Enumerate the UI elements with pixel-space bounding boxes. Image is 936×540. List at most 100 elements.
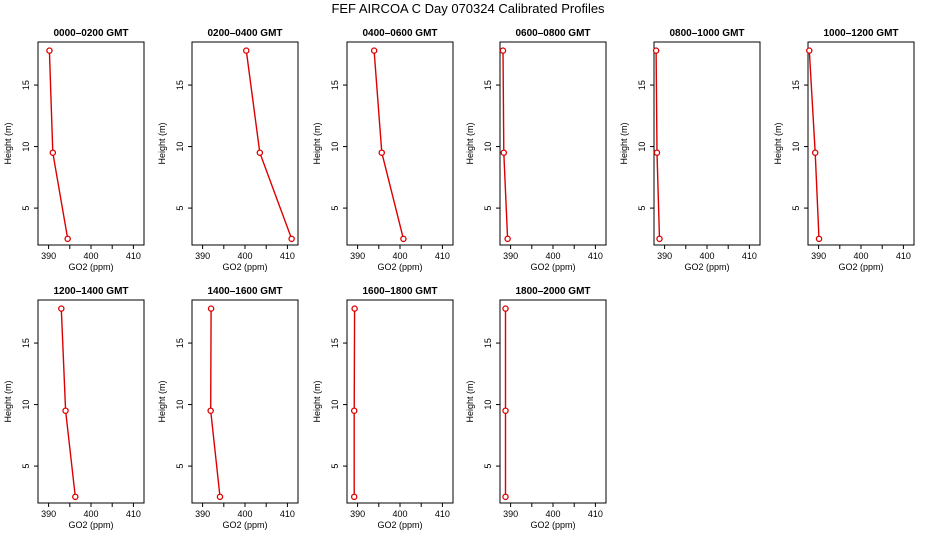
x-tick-label: 400 <box>237 251 252 261</box>
profile-panel: 0400–0600 GMT 390 400 410 5 10 15 GO2 (ppm) Heig… <box>312 28 454 272</box>
panel-title: 1000–1200 GMT <box>823 28 898 39</box>
x-axis-label: GO2 (ppm) <box>530 262 575 272</box>
profile-point <box>502 407 509 414</box>
profile-point <box>653 149 661 156</box>
x-tick-label: 390 <box>503 251 518 261</box>
x-tick-label: 390 <box>41 251 56 261</box>
panel-grid: 0000–0200 GMT 390 400 410 5 10 15 GO2 (ppm) Heig… <box>3 28 915 530</box>
x-axis-label: GO2 (ppm) <box>377 262 422 272</box>
profile-point <box>243 47 250 54</box>
profile-line <box>808 50 820 239</box>
profile-point <box>62 407 69 414</box>
y-tick-label: 15 <box>175 338 185 348</box>
profile-panel: 1600–1800 GMT 390 400 410 5 10 15 GO2 (ppm) Heig… <box>312 286 454 530</box>
x-axis-label: GO2 (ppm) <box>838 262 883 272</box>
x-tick-label: 400 <box>237 509 252 519</box>
profile-point <box>72 493 79 501</box>
profile-point <box>49 149 57 156</box>
y-axis-label: Height (m) <box>312 122 322 164</box>
x-tick-label: 400 <box>545 509 560 519</box>
x-tick-label: 390 <box>657 251 672 261</box>
y-tick-label: 15 <box>175 80 185 90</box>
plot-frame <box>499 299 607 504</box>
profile-line <box>655 50 661 239</box>
y-tick-label: 15 <box>637 80 647 90</box>
plot-frame <box>37 41 145 246</box>
profile-point <box>652 47 660 54</box>
plot-frame <box>37 299 145 504</box>
y-tick-label: 10 <box>483 400 493 410</box>
profile-point <box>504 235 511 243</box>
profile-point <box>64 235 71 243</box>
profile-panel: 0200–0400 GMT 390 400 410 5 10 15 GO2 (ppm) Heig… <box>157 28 299 272</box>
y-tick-label: 10 <box>175 400 185 410</box>
profile-point <box>400 235 407 243</box>
x-tick-label: 410 <box>280 509 295 519</box>
y-axis-label: Height (m) <box>157 122 167 164</box>
x-tick-label: 400 <box>83 251 98 261</box>
profile-line <box>373 50 405 239</box>
x-tick-label: 410 <box>126 251 141 261</box>
profile-point <box>811 149 819 156</box>
y-axis-label: Height (m) <box>312 380 322 422</box>
y-tick-label: 15 <box>21 338 31 348</box>
profile-panel: 0000–0200 GMT 390 400 410 5 10 15 GO2 (ppm) Heig… <box>3 28 145 272</box>
y-tick-label: 5 <box>330 206 340 211</box>
profile-point <box>502 493 509 501</box>
x-tick-label: 400 <box>83 509 98 519</box>
x-tick-label: 390 <box>41 509 56 519</box>
y-axis-label: Height (m) <box>3 122 13 164</box>
x-tick-label: 410 <box>588 509 603 519</box>
y-tick-label: 5 <box>330 464 340 469</box>
y-axis-label: Height (m) <box>465 380 475 422</box>
x-tick-label: 410 <box>280 251 295 261</box>
y-tick-label: 10 <box>21 400 31 410</box>
x-tick-label: 390 <box>503 509 518 519</box>
y-axis-label: Height (m) <box>619 122 629 164</box>
profile-point <box>500 149 508 156</box>
profile-point <box>350 493 358 501</box>
profile-point <box>350 407 358 414</box>
y-tick-label: 10 <box>791 142 801 152</box>
x-axis-label: GO2 (ppm) <box>222 262 267 272</box>
panel-title: 0800–1000 GMT <box>669 28 744 39</box>
plot-frame <box>653 41 761 246</box>
profile-line <box>209 308 221 497</box>
profile-point <box>256 149 264 156</box>
x-tick-label: 400 <box>545 251 560 261</box>
x-axis-label: GO2 (ppm) <box>530 520 575 530</box>
profile-point <box>378 149 386 156</box>
y-tick-label: 5 <box>175 206 185 211</box>
profile-point <box>351 305 358 312</box>
profile-point <box>58 305 65 312</box>
plot-frame <box>191 299 299 504</box>
y-tick-label: 15 <box>483 338 493 348</box>
profile-point <box>288 235 295 243</box>
y-tick-label: 15 <box>330 338 340 348</box>
profile-point <box>207 407 214 414</box>
y-tick-label: 15 <box>483 80 493 90</box>
y-tick-label: 10 <box>330 142 340 152</box>
y-tick-label: 5 <box>21 464 31 469</box>
profile-point <box>815 235 823 243</box>
profile-panel: 1800–2000 GMT 390 400 410 5 10 15 GO2 (ppm) Heig… <box>465 286 607 530</box>
x-tick-label: 400 <box>699 251 714 261</box>
x-tick-label: 410 <box>742 251 757 261</box>
figure-title: FEF AIRCOA C Day 070324 Calibrated Profi… <box>331 1 605 16</box>
y-tick-label: 10 <box>21 142 31 152</box>
panel-title: 0400–0600 GMT <box>362 28 437 39</box>
panel-title: 0200–0400 GMT <box>207 28 282 39</box>
x-tick-label: 390 <box>811 251 826 261</box>
panel-title: 1200–1400 GMT <box>53 286 128 297</box>
y-axis-label: Height (m) <box>3 380 13 422</box>
panel-title: 1600–1800 GMT <box>362 286 437 297</box>
y-axis-label: Height (m) <box>465 122 475 164</box>
y-tick-label: 15 <box>21 80 31 90</box>
profile-point <box>499 47 507 54</box>
x-tick-label: 390 <box>195 509 210 519</box>
x-tick-label: 400 <box>392 509 407 519</box>
profile-point <box>216 493 224 501</box>
plot-frame <box>346 41 454 246</box>
y-tick-label: 5 <box>483 206 493 211</box>
panel-title: 1400–1600 GMT <box>207 286 282 297</box>
